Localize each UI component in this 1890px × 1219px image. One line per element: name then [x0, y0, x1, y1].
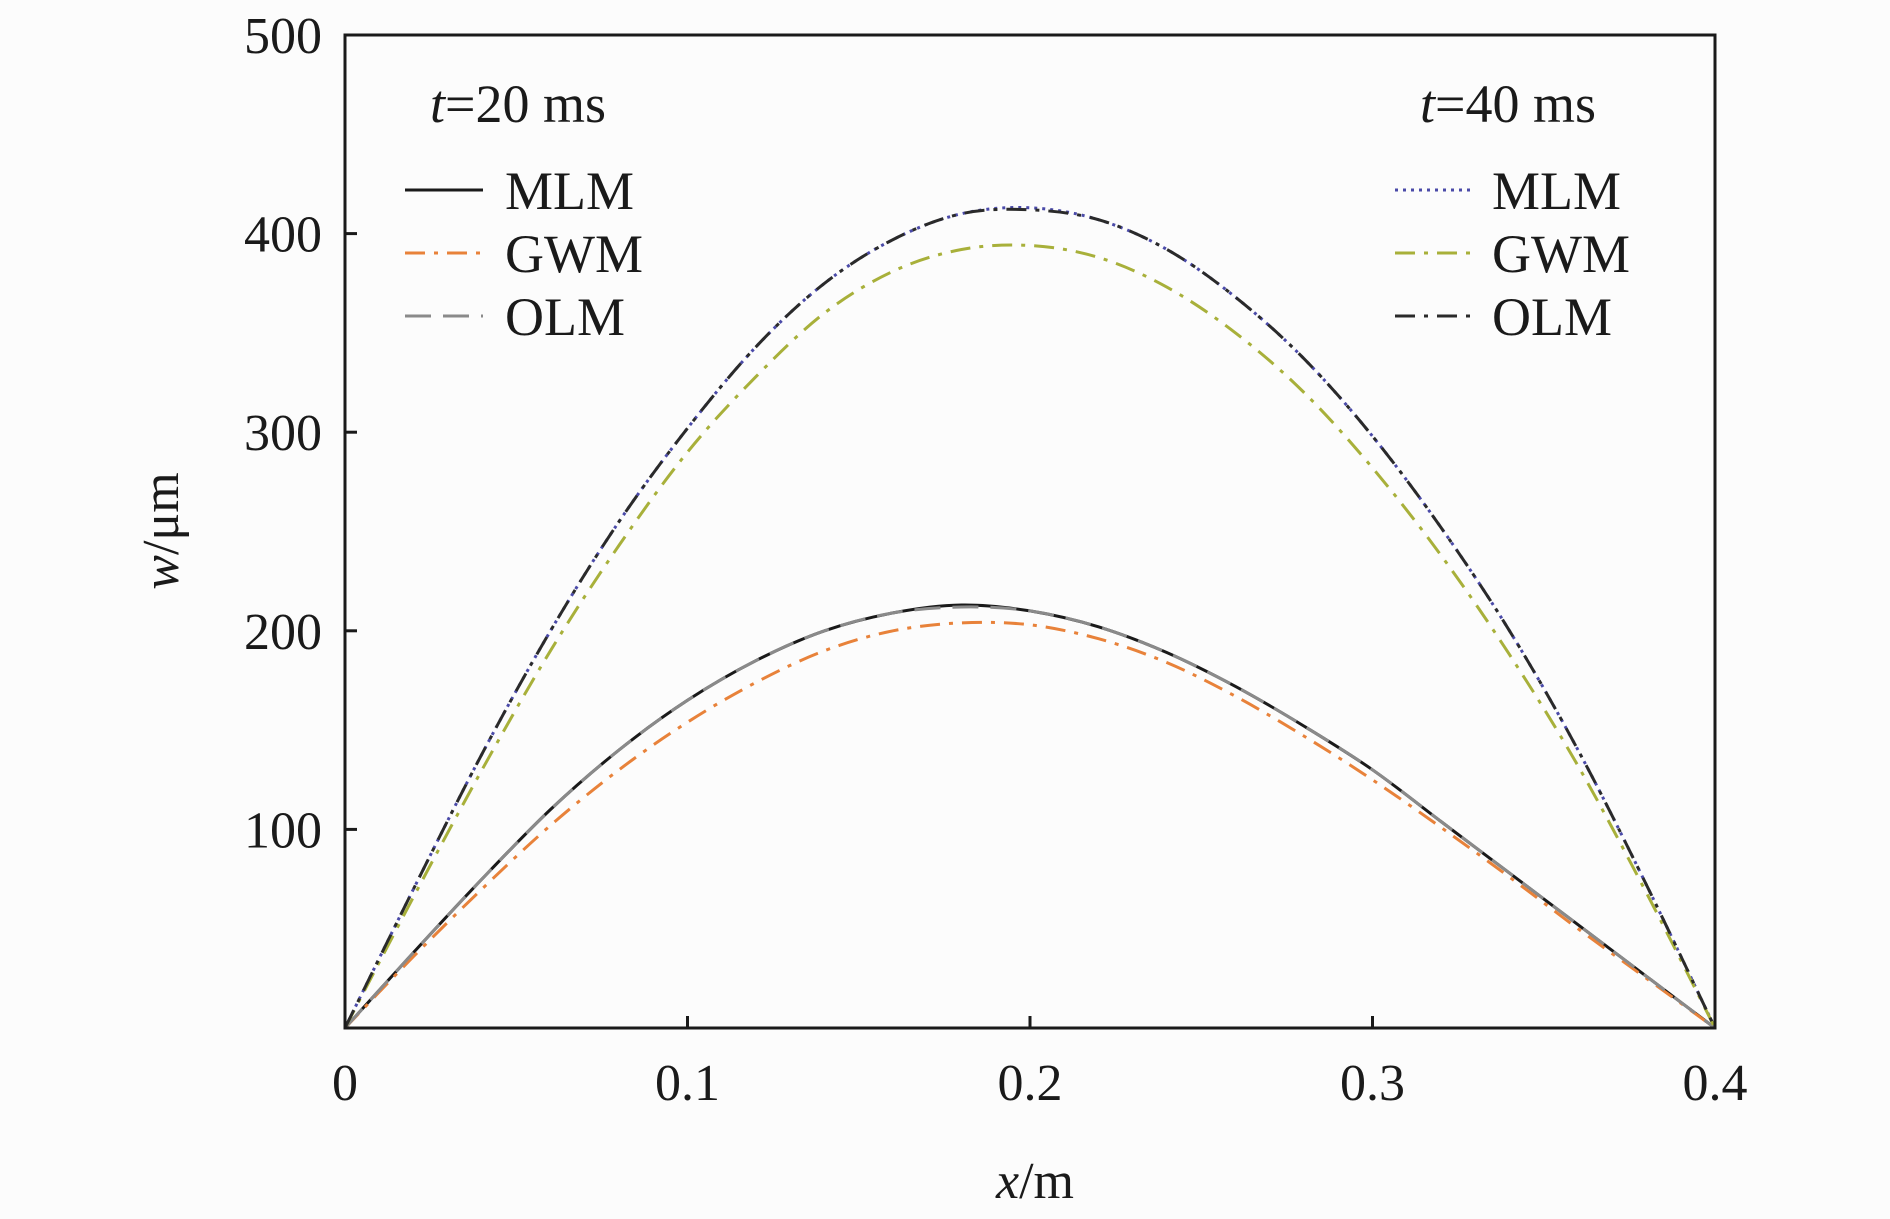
plot-curves: [343, 206, 1717, 1030]
legend-label-gwm: GWM: [505, 224, 643, 284]
legend-title-var: t: [1420, 74, 1437, 134]
series-line-olm-20-ms: [343, 605, 1716, 1030]
series-line-mlm-20-ms: [343, 603, 1716, 1030]
x-tick-label: 0.2: [998, 1055, 1063, 1112]
x-tick-label: 0.1: [655, 1055, 720, 1112]
x-axis-unit: /m: [1019, 1153, 1074, 1210]
y-axis-title: w/μm: [133, 472, 190, 589]
tick-labels: 0 0.1 0.2 0.3 0.4 100 200 300 400 500: [244, 8, 1748, 1112]
series-line-gwm-20-ms: [343, 620, 1716, 1030]
legend-title-t40: t=40 ms: [1420, 74, 1596, 134]
legend-label-mlm: MLM: [1492, 161, 1621, 221]
x-axis-title: x/m: [995, 1153, 1074, 1210]
y-tick-label: 100: [244, 802, 322, 859]
series-line-olm-40-ms: [343, 207, 1717, 1029]
legend-title-rest: =40 ms: [1435, 74, 1596, 134]
legend-title-t20: t=20 ms: [430, 74, 606, 134]
series-line-gwm-40-ms: [343, 243, 1717, 1029]
y-axis-var: w: [133, 555, 190, 590]
legend-title-rest: =20 ms: [445, 74, 606, 134]
y-tick-label: 300: [244, 405, 322, 462]
y-axis-unit: /μm: [133, 472, 190, 555]
x-axis-var: x: [995, 1153, 1019, 1210]
x-tick-label: 0: [332, 1055, 358, 1112]
legend-label-olm: OLM: [505, 287, 625, 347]
x-tick-label: 0.3: [1340, 1055, 1405, 1112]
y-tick-label: 400: [244, 207, 322, 264]
axis-ticks: [345, 232, 1374, 1028]
legend-title-var: t: [430, 74, 447, 134]
y-tick-label: 500: [244, 8, 322, 65]
legend-label-mlm: MLM: [505, 161, 634, 221]
legend-label-gwm: GWM: [1492, 224, 1630, 284]
legend-label-olm: OLM: [1492, 287, 1612, 347]
y-tick-label: 200: [244, 604, 322, 661]
x-tick-label: 0.4: [1683, 1055, 1748, 1112]
